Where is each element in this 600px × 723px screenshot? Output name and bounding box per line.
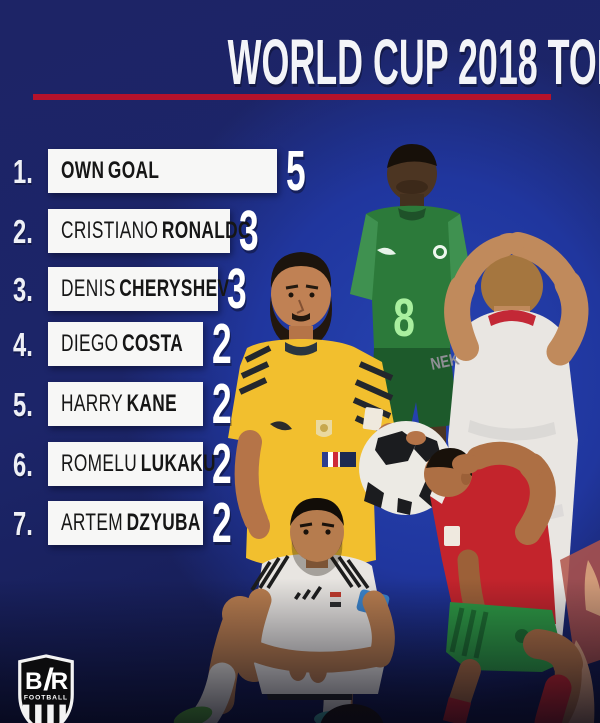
logo-letter-r: R	[51, 668, 69, 695]
logo-letter-b: B	[25, 668, 43, 695]
goal-count: 2	[212, 372, 232, 436]
rank-label: 7.	[13, 505, 33, 542]
goal-count: 2	[212, 491, 232, 555]
player-name-box: ARTEM DZYUBA	[48, 501, 203, 545]
player-first-name: ROMELU	[61, 450, 138, 477]
logo-caption: FOOTBALL	[24, 694, 68, 701]
player-last-name: GOAL	[107, 157, 160, 184]
nigeria-jersey-number: 8	[393, 287, 415, 348]
morocco-player	[424, 441, 583, 723]
goal-count: 5	[286, 139, 306, 203]
rank-label: 4.	[13, 326, 33, 363]
player-name-box: OWN GOAL	[48, 149, 277, 193]
goal-count: 3	[239, 199, 259, 263]
player-last-name: COSTA	[122, 330, 184, 357]
player-last-name: RONALDO	[161, 217, 252, 244]
rank-label: 3.	[13, 271, 33, 308]
title-underline	[33, 94, 551, 100]
player-last-name: KANE	[126, 390, 177, 417]
player-last-name: LUKAKU	[140, 450, 216, 477]
goal-count: 3	[227, 257, 247, 321]
player-last-name: DZYUBA	[126, 509, 201, 536]
logo-slash-icon	[43, 667, 54, 691]
rank-label: 5.	[13, 386, 33, 423]
player-last-name: CHERYSHEV	[119, 275, 230, 302]
goal-count: 2	[212, 432, 232, 496]
player-first-name: DENIS	[61, 275, 116, 302]
player-name-box: DENIS CHERYSHEV	[48, 267, 229, 311]
player-first-name: OWN	[61, 157, 105, 184]
player-name-box: CRISTIANO RONALDO	[48, 209, 251, 253]
player-first-name: ARTEM	[61, 509, 123, 536]
page-title-text: WORLD CUP 2018 TOP SCORERS	[227, 26, 600, 98]
rank-label: 1.	[13, 153, 33, 190]
player-first-name: CRISTIANO	[61, 217, 159, 244]
player-name-box: ROMELU LUKAKU	[48, 442, 215, 486]
goal-count: 2	[212, 312, 232, 376]
player-name-box: DIEGO COSTA	[48, 322, 203, 366]
player-first-name: DIEGO	[61, 330, 119, 357]
shield-stripes	[22, 704, 66, 723]
player-first-name: HARRY	[61, 390, 123, 417]
rank-label: 2.	[13, 213, 33, 250]
player-name-box: HARRY KANE	[48, 382, 203, 426]
page-title: WORLD CUP 2018 TOP SCORERS	[0, 30, 600, 94]
rank-label: 6.	[13, 446, 33, 483]
br-football-logo: B R FOOTBALL	[18, 654, 74, 723]
